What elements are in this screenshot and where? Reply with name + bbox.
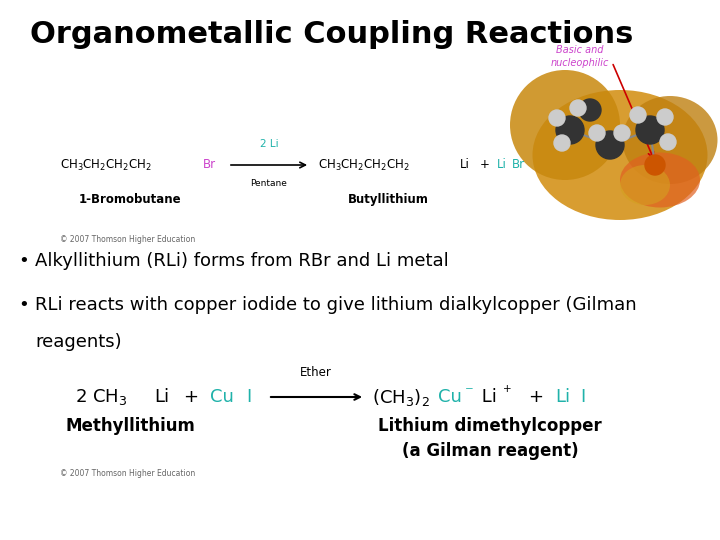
- Text: Li: Li: [497, 159, 507, 172]
- Text: Br: Br: [512, 159, 525, 172]
- Circle shape: [589, 125, 605, 141]
- Circle shape: [636, 116, 664, 144]
- Text: $2\ \mathregular{CH_3}$: $2\ \mathregular{CH_3}$: [75, 387, 127, 407]
- Text: (a Gilman reagent): (a Gilman reagent): [402, 442, 578, 460]
- Text: Li: Li: [154, 388, 169, 406]
- Circle shape: [596, 131, 624, 159]
- Circle shape: [579, 99, 601, 121]
- Ellipse shape: [623, 96, 718, 184]
- Text: RLi reacts with copper iodide to give lithium dialkylcopper (Gilman: RLi reacts with copper iodide to give li…: [35, 296, 636, 314]
- Text: Ether: Ether: [300, 366, 332, 379]
- Circle shape: [657, 109, 673, 125]
- Text: © 2007 Thomson Higher Education: © 2007 Thomson Higher Education: [60, 469, 195, 478]
- Text: © 2007 Thomson Higher Education: © 2007 Thomson Higher Education: [60, 235, 195, 244]
- Text: Cu: Cu: [438, 388, 462, 406]
- Text: Li: Li: [555, 388, 570, 406]
- Text: +: +: [480, 159, 490, 172]
- Text: I: I: [580, 388, 585, 406]
- Ellipse shape: [620, 165, 670, 205]
- Text: Alkyllithium (RLi) forms from RBr and Li metal: Alkyllithium (RLi) forms from RBr and Li…: [35, 252, 449, 270]
- Circle shape: [645, 155, 665, 175]
- Text: Methyllithium: Methyllithium: [65, 417, 195, 435]
- Circle shape: [614, 125, 630, 141]
- Text: Li: Li: [476, 388, 497, 406]
- Text: $\mathregular{(CH_3)_2}$: $\mathregular{(CH_3)_2}$: [372, 387, 430, 408]
- Circle shape: [570, 100, 586, 116]
- Text: $\mathregular{CH_3CH_2CH_2CH_2}$: $\mathregular{CH_3CH_2CH_2CH_2}$: [318, 158, 410, 173]
- Circle shape: [556, 116, 584, 144]
- Text: •: •: [18, 252, 29, 270]
- Text: $\mathregular{CH_3CH_2CH_2CH_2}$: $\mathregular{CH_3CH_2CH_2CH_2}$: [60, 158, 152, 173]
- Text: I: I: [246, 388, 251, 406]
- Text: Basic and
nucleophilic: Basic and nucleophilic: [551, 45, 609, 68]
- Text: Butyllithium: Butyllithium: [348, 193, 428, 206]
- Circle shape: [554, 135, 570, 151]
- Text: Br: Br: [203, 159, 216, 172]
- Text: Li: Li: [460, 159, 470, 172]
- Circle shape: [549, 110, 565, 126]
- Text: 1-Bromobutane: 1-Bromobutane: [78, 193, 181, 206]
- Text: +: +: [528, 388, 543, 406]
- Text: Cu: Cu: [210, 388, 234, 406]
- Text: 2 Li: 2 Li: [260, 139, 279, 149]
- Text: •: •: [18, 296, 29, 314]
- Ellipse shape: [510, 70, 620, 180]
- Circle shape: [630, 107, 646, 123]
- Circle shape: [660, 134, 676, 150]
- Ellipse shape: [620, 152, 700, 207]
- Text: reagents): reagents): [35, 333, 122, 351]
- Text: +: +: [183, 388, 198, 406]
- Text: −: −: [465, 384, 474, 394]
- Ellipse shape: [533, 90, 708, 220]
- Text: +: +: [503, 384, 512, 394]
- Text: Organometallic Coupling Reactions: Organometallic Coupling Reactions: [30, 20, 634, 49]
- Text: Pentane: Pentane: [251, 179, 287, 188]
- Text: Lithium dimethylcopper: Lithium dimethylcopper: [378, 417, 602, 435]
